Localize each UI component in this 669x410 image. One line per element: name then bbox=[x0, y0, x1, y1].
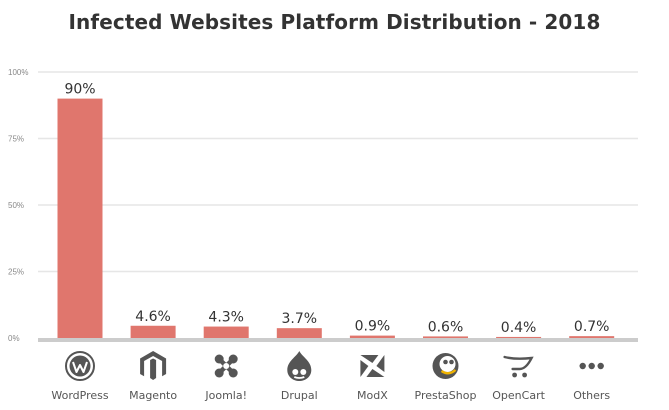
category-label: PrestaShop bbox=[415, 389, 477, 402]
more-icon bbox=[579, 362, 604, 370]
bar-modx bbox=[349, 335, 395, 338]
data-label: 90% bbox=[64, 82, 95, 98]
bar-prestashop bbox=[423, 336, 468, 338]
y-tick-label: 75% bbox=[8, 135, 24, 144]
y-axis-ticks: 0% 25% 50% 75% 100% bbox=[8, 68, 28, 343]
data-labels: 90% 4.6% 4.3% 3.7% 0.9% 0.6% 0.4% 0.7% bbox=[64, 82, 609, 336]
category-label: Drupal bbox=[281, 389, 318, 402]
joomla-icon bbox=[214, 354, 238, 378]
bar-opencart bbox=[496, 336, 542, 338]
data-label: 0.4% bbox=[501, 320, 537, 336]
chart-title: Infected Websites Platform Distribution … bbox=[68, 10, 601, 34]
bar-joomla bbox=[203, 326, 249, 338]
bars bbox=[57, 98, 615, 338]
y-tick-label: 25% bbox=[8, 268, 24, 277]
category-label: WordPress bbox=[51, 389, 108, 402]
grid-lines bbox=[38, 71, 638, 342]
category-labels: WordPress Magento Joomla! Drupal ModX PrestaS… bbox=[51, 389, 610, 402]
category-label: Joomla! bbox=[204, 389, 247, 402]
category-label: Magento bbox=[129, 389, 177, 402]
prestashop-icon bbox=[432, 353, 459, 379]
data-label: 3.7% bbox=[282, 311, 318, 327]
wordpress-icon bbox=[65, 351, 95, 381]
data-label: 0.6% bbox=[428, 319, 464, 335]
drupal-icon bbox=[287, 351, 312, 381]
y-tick-label: 0% bbox=[8, 334, 20, 343]
opencart-icon bbox=[503, 355, 534, 378]
bar-drupal bbox=[276, 328, 322, 338]
magento-icon bbox=[140, 351, 167, 380]
category-label: OpenCart bbox=[492, 389, 545, 402]
bar-others bbox=[569, 336, 615, 338]
category-label: ModX bbox=[357, 389, 388, 402]
bar-wordpress bbox=[57, 98, 103, 338]
data-label: 0.9% bbox=[355, 319, 391, 335]
bar-magento bbox=[130, 325, 176, 338]
modx-icon bbox=[360, 355, 385, 377]
data-label: 0.7% bbox=[574, 319, 610, 335]
y-tick-label: 50% bbox=[8, 201, 24, 210]
data-label: 4.6% bbox=[135, 309, 171, 325]
platform-icons bbox=[65, 351, 604, 381]
y-tick-label: 100% bbox=[8, 68, 28, 77]
data-label: 4.3% bbox=[208, 310, 244, 326]
x-axis-baseline bbox=[38, 338, 638, 342]
category-label: Others bbox=[573, 389, 610, 402]
